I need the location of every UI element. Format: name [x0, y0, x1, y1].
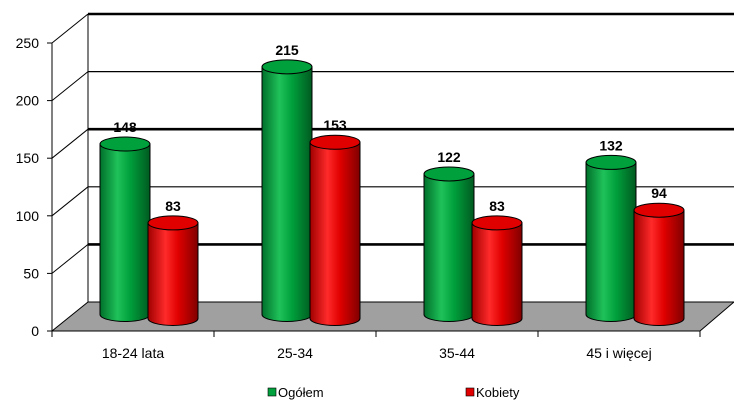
data-label: 153: [323, 117, 347, 133]
gridline-side: [52, 129, 88, 158]
bar-top: [472, 216, 522, 230]
bar: [424, 167, 474, 322]
bar: [586, 155, 636, 321]
legend-label: Kobiety: [476, 385, 520, 400]
bar-top: [100, 137, 150, 151]
bar-body: [586, 162, 636, 321]
bar: [634, 203, 684, 325]
bar-body: [472, 223, 522, 326]
labels: 148 83 215 153 122 83 132 94: [113, 42, 667, 214]
x-category-label: 45 i więcej: [586, 345, 651, 361]
y-tick-label: 50: [23, 265, 39, 281]
x-category-label: 25-34: [277, 345, 313, 361]
gridline-side: [52, 244, 88, 273]
legend-swatch: [466, 388, 474, 396]
gridline-side: [52, 187, 88, 216]
bars: [100, 60, 684, 326]
bar-body: [634, 210, 684, 325]
data-label: 148: [113, 119, 137, 135]
x-category-label: 18-24 lata: [102, 345, 164, 361]
bar: [472, 216, 522, 326]
bar-top: [310, 135, 360, 149]
bar-body: [100, 144, 150, 321]
data-label: 83: [165, 198, 181, 214]
bar: [262, 60, 312, 322]
gridline-side: [52, 14, 88, 43]
bar-body: [262, 67, 312, 322]
y-tick-label: 0: [31, 323, 39, 339]
bar-top: [586, 155, 636, 169]
data-label: 83: [489, 198, 505, 214]
bar-top: [148, 216, 198, 230]
gridline-side: [52, 72, 88, 101]
y-tick-label: 250: [16, 35, 40, 51]
bar-body: [148, 223, 198, 326]
bar-top: [634, 203, 684, 217]
bar: [148, 216, 198, 326]
bar: [100, 137, 150, 321]
legend-label: Ogółem: [278, 385, 324, 400]
data-label: 132: [599, 137, 623, 153]
y-tick-label: 200: [16, 93, 40, 109]
y-tick-label: 150: [16, 150, 40, 166]
bar: [310, 135, 360, 325]
x-category-label: 35-44: [439, 345, 475, 361]
bar-top: [262, 60, 312, 74]
legend-swatch: [268, 388, 276, 396]
data-label: 215: [275, 42, 299, 58]
data-label: 122: [437, 149, 461, 165]
bar-top: [424, 167, 474, 181]
data-label: 94: [651, 185, 667, 201]
bar-body: [310, 142, 360, 325]
bar-body: [424, 174, 474, 322]
legend: Ogółem Kobiety: [268, 385, 520, 400]
y-tick-label: 100: [16, 208, 40, 224]
